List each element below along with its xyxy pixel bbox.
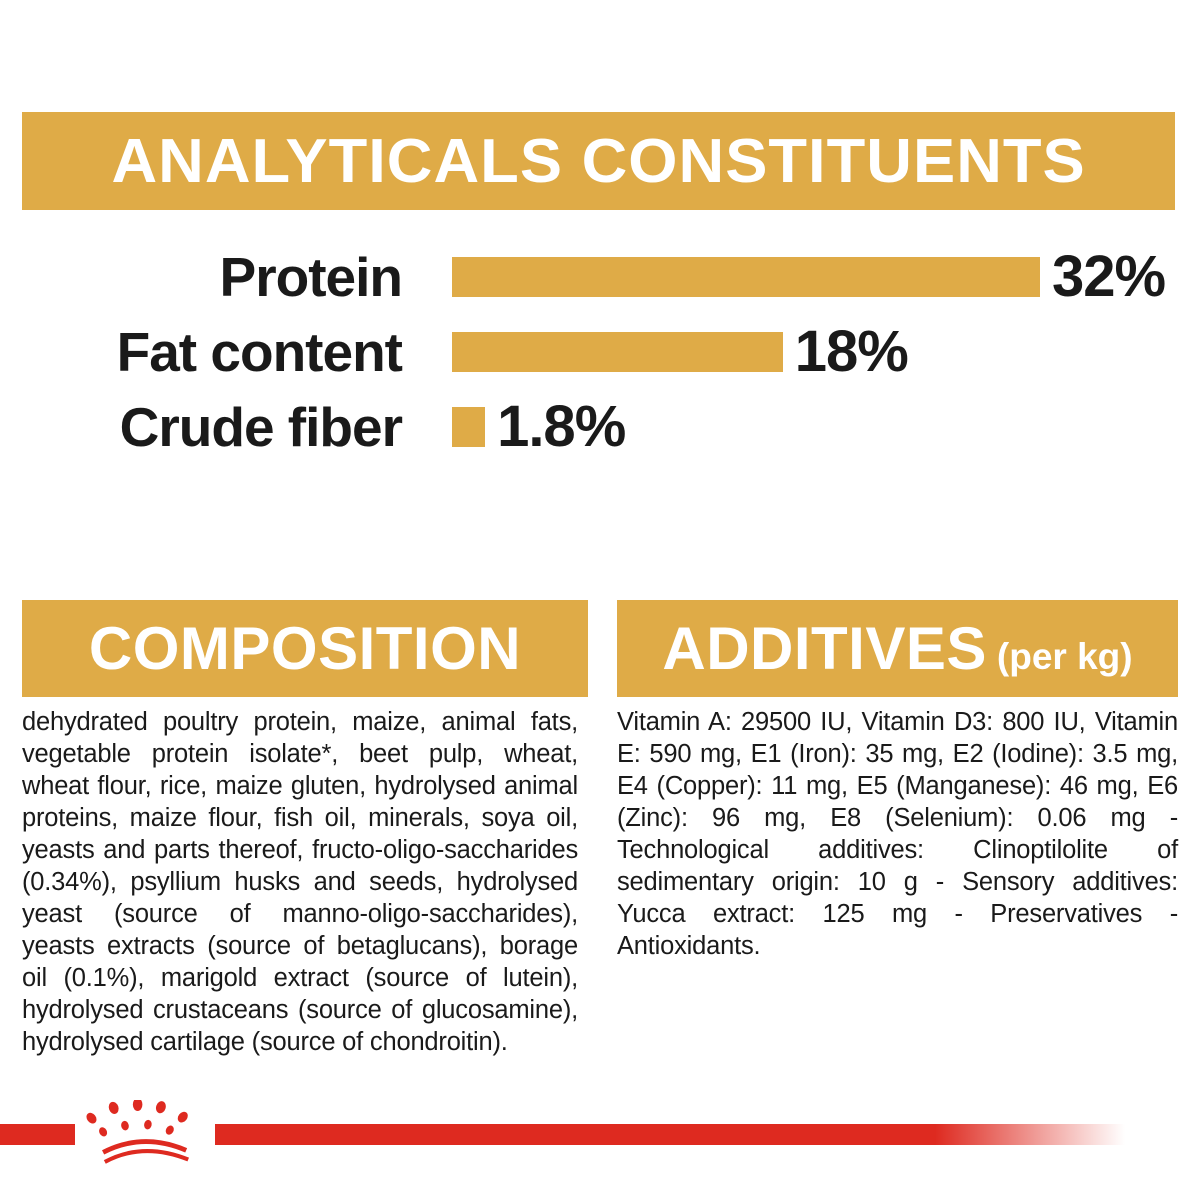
additives-title-main: ADDITIVES (662, 615, 987, 682)
chart-category-label: Crude fiber (119, 395, 403, 458)
additives-banner: ADDITIVES (per kg) (617, 600, 1178, 697)
chart-value-label: 1.8% (497, 394, 626, 459)
chart-bar (452, 406, 486, 447)
chart-value-label: 18% (794, 319, 909, 384)
chart-row: Fat content 18% (0, 314, 1200, 389)
footer-divider-line (0, 1124, 1200, 1145)
additives-unit-note: (per kg) (996, 636, 1133, 677)
analyticals-banner: ANALYTICALS CONSTITUENTS (22, 112, 1175, 210)
composition-banner: COMPOSITION (22, 600, 588, 697)
chart-category-label: Protein (219, 245, 403, 308)
chart-row: Crude fiber 1.8% (0, 389, 1200, 464)
analyticals-title: ANALYTICALS CONSTITUENTS (111, 126, 1086, 196)
chart-bar (452, 331, 783, 372)
chart-category-label: Fat content (116, 320, 403, 383)
additives-text: Vitamin A: 29500 IU, Vitamin D3: 800 IU,… (617, 708, 1178, 960)
analyticals-chart: Protein 32% Fat content 18% Crude fiber … (0, 239, 1200, 464)
chart-bar (452, 256, 1040, 297)
chart-value-label: 32% (1052, 244, 1166, 309)
royal-canin-crown-icon (86, 1100, 190, 1164)
composition-text: dehydrated poultry protein, maize, anima… (22, 708, 578, 1056)
chart-row: Protein 32% (0, 239, 1200, 314)
additives-title: ADDITIVES (per kg) (662, 614, 1132, 683)
composition-title: COMPOSITION (88, 615, 522, 682)
